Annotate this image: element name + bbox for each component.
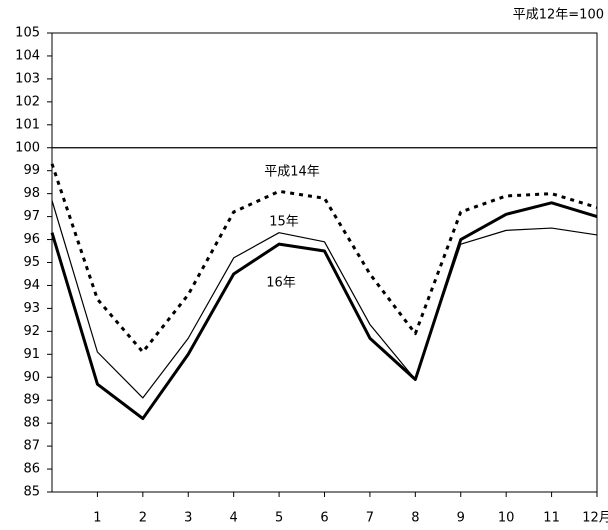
y-tick-label: 103 xyxy=(15,71,40,86)
y-tick-label: 90 xyxy=(23,370,40,385)
y-tick-label: 101 xyxy=(15,117,40,132)
y-tick-label: 105 xyxy=(15,26,40,41)
series-label: 平成14年 xyxy=(264,165,320,180)
plot-frame xyxy=(51,32,598,493)
x-tick-label: 12月 xyxy=(582,511,608,526)
x-tick-label: 11 xyxy=(543,511,560,526)
x-tick-label: 9 xyxy=(457,511,465,526)
y-tick-label: 102 xyxy=(15,94,40,109)
y-tick-label: 99 xyxy=(23,163,40,178)
series-line xyxy=(51,200,598,399)
x-tick-label: 1 xyxy=(93,511,101,526)
y-tick-label: 93 xyxy=(23,301,40,316)
y-tick-label: 96 xyxy=(23,232,40,247)
y-tick-label: 95 xyxy=(23,255,40,270)
series-label: 15年 xyxy=(269,215,299,230)
y-tick-label: 86 xyxy=(23,462,40,477)
x-tick-label: 8 xyxy=(411,511,419,526)
series-line xyxy=(50,201,598,421)
series-label: 16年 xyxy=(266,276,296,291)
y-tick-label: 104 xyxy=(15,48,40,63)
base-note: 平成12年=100 xyxy=(513,8,604,23)
y-tick-label: 92 xyxy=(23,324,40,339)
x-tick-label: 2 xyxy=(139,511,147,526)
y-tick-label: 89 xyxy=(23,393,40,408)
x-tick-label: 7 xyxy=(366,511,374,526)
y-tick-label: 100 xyxy=(15,140,40,155)
y-tick-label: 87 xyxy=(23,439,40,454)
x-tick-label: 6 xyxy=(320,511,328,526)
x-tick-label: 5 xyxy=(275,511,283,526)
x-tick-label: 10 xyxy=(498,511,515,526)
y-tick-label: 97 xyxy=(23,209,40,224)
y-tick-label: 94 xyxy=(23,278,40,293)
x-tick-label: 4 xyxy=(230,511,238,526)
y-tick-label: 88 xyxy=(23,416,40,431)
y-tick-label: 91 xyxy=(23,347,40,362)
y-tick-label: 98 xyxy=(23,186,40,201)
x-tick-label: 3 xyxy=(184,511,192,526)
y-tick-label: 85 xyxy=(23,485,40,500)
series-line xyxy=(50,163,598,354)
